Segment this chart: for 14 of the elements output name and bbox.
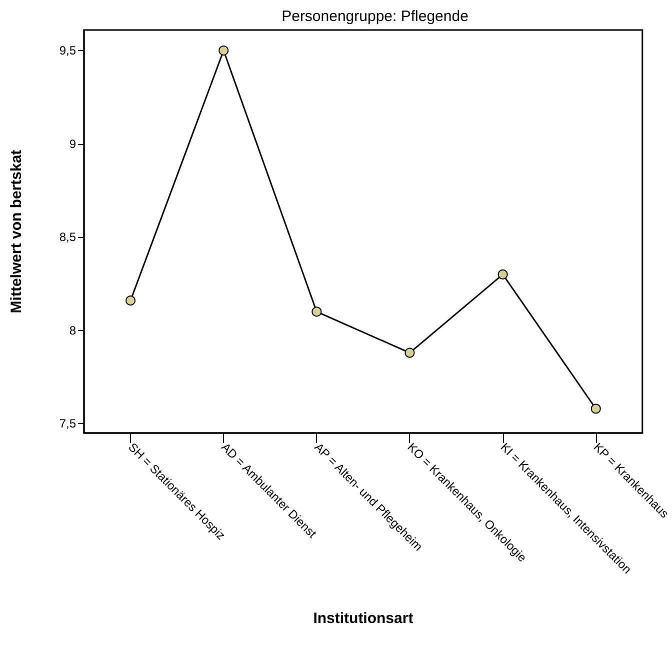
point: [126, 296, 136, 306]
y-tick-label: 9: [69, 136, 76, 151]
x-axis-title: Institutionsart: [313, 610, 414, 627]
y-tick-label: 9,5: [59, 44, 76, 58]
point: [404, 348, 415, 358]
chart-title: Personengruppe: Pflegende: [282, 8, 468, 25]
point: [498, 269, 508, 280]
y-tick-label: 7,5: [59, 416, 76, 431]
point: [218, 46, 229, 56]
y-tick-label: 8,5: [59, 230, 76, 244]
y-axis-title: Mittelwert von bertskat: [8, 150, 25, 314]
point: [590, 404, 601, 414]
point: [312, 306, 322, 317]
y-tick-label: 8: [69, 323, 76, 338]
